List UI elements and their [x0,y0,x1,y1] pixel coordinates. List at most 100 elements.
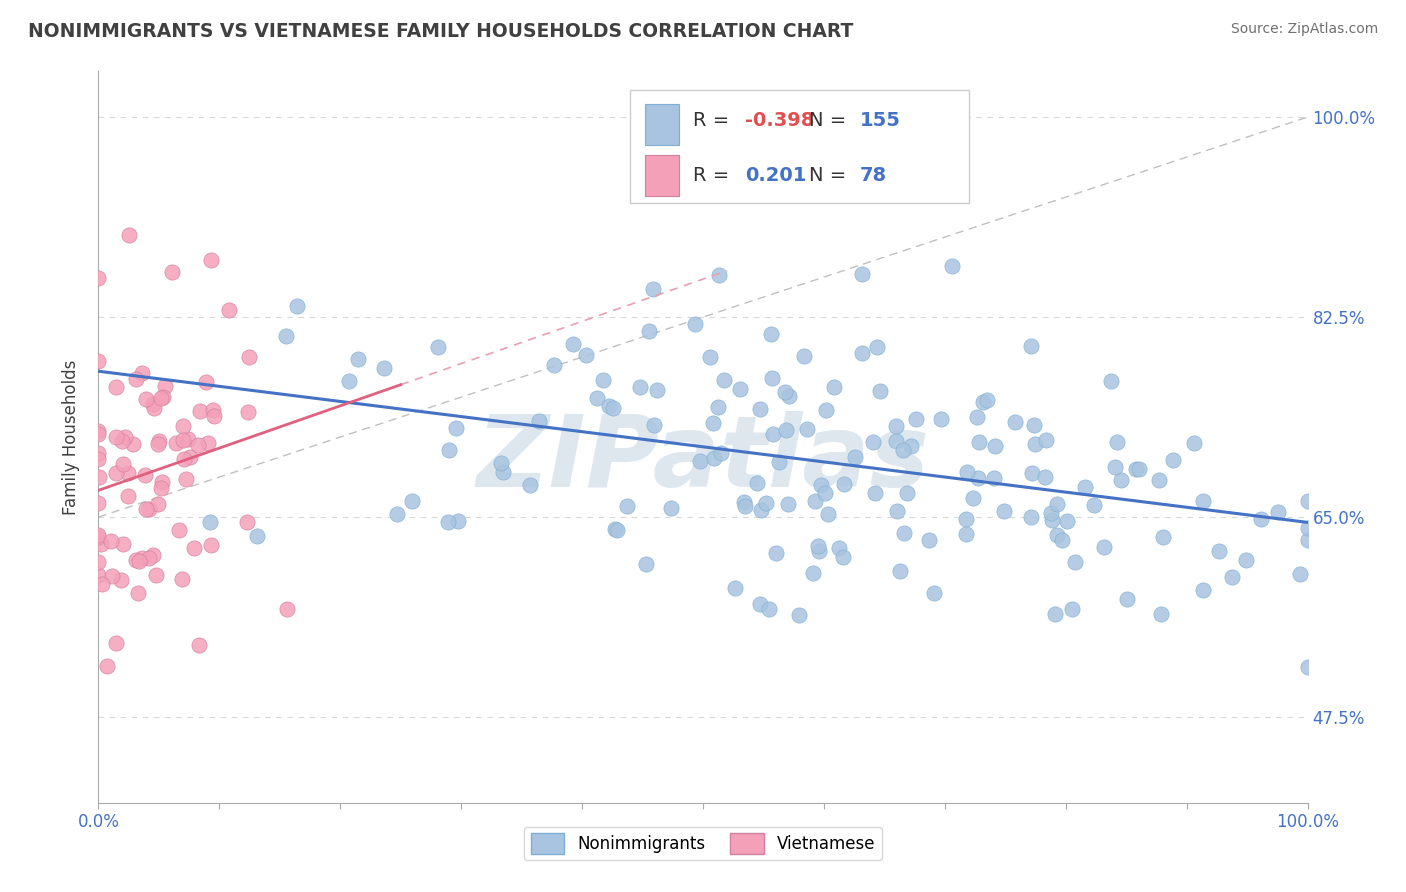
Point [817,507,839,521]
Point [1147,473,1170,487]
Point [87,452,110,467]
Point [789,608,811,623]
Point [111,457,134,471]
Point [1092,540,1115,554]
Point [1191,582,1213,597]
Point [121,436,143,450]
FancyBboxPatch shape [645,104,679,145]
Point [444,421,467,435]
Point [96,659,118,673]
Point [153,378,176,392]
Point [1208,544,1230,558]
Point [751,502,773,516]
Y-axis label: Family Households: Family Households [62,359,80,515]
Point [866,340,889,354]
Point [1019,510,1042,524]
Point [606,523,628,537]
Point [707,268,730,282]
Point [91,577,114,591]
FancyBboxPatch shape [630,90,969,203]
Point [87,271,110,285]
Point [796,422,818,436]
Point [87,446,110,460]
Point [1056,514,1078,528]
Point [1182,435,1205,450]
Text: ZIPatlas: ZIPatlas [477,410,929,508]
Point [87,528,110,542]
Point [1099,374,1122,388]
Point [1161,453,1184,467]
Point [1152,530,1174,544]
Point [844,450,866,465]
Point [1046,497,1069,511]
Point [179,450,201,464]
Text: Source: ZipAtlas.com: Source: ZipAtlas.com [1230,22,1378,37]
Point [87,568,110,582]
Point [138,551,160,566]
Point [863,486,886,500]
Point [195,375,218,389]
Point [89,470,111,484]
Point [967,470,990,484]
Point [87,530,110,544]
Point [118,228,141,243]
Point [101,569,124,583]
Point [87,426,110,441]
Point [1116,592,1139,607]
Point [173,452,195,467]
Point [90,537,112,551]
Text: R =: R = [693,167,735,186]
Point [759,326,782,341]
Point [337,374,360,388]
Point [683,317,706,331]
Point [637,324,659,338]
Point [114,430,136,444]
Point [437,442,460,457]
Point [761,371,783,385]
Point [1105,434,1128,449]
Point [124,553,146,567]
Point [900,439,922,453]
Point [699,350,721,364]
Point [146,437,169,451]
Point [218,303,240,318]
Point [801,566,824,580]
Point [200,538,222,552]
Point [1125,462,1147,476]
Point [984,439,1007,453]
Point [602,401,624,415]
Point [170,572,193,586]
Point [976,392,998,407]
Point [689,453,711,467]
Point [519,478,541,492]
Text: 78: 78 [860,167,887,186]
Point [1250,512,1272,526]
Point [810,478,832,492]
Point [966,409,988,424]
Point [1035,434,1057,448]
Point [956,465,979,479]
Point [823,380,845,394]
Point [1109,473,1132,487]
Point [1033,469,1056,483]
Point [765,546,787,560]
Point [165,436,187,450]
Point [246,528,269,542]
Point [1104,460,1126,475]
Point [814,485,837,500]
Point [733,494,755,508]
Point [815,403,838,417]
Point [127,586,149,600]
Point [869,384,891,398]
Point [1043,607,1066,622]
Point [891,442,914,457]
Point [385,507,408,521]
Point [706,400,728,414]
Point [285,299,308,313]
Point [724,582,747,596]
Point [775,423,797,437]
Point [889,564,911,578]
Point [276,602,298,616]
Point [188,404,211,418]
Point [110,574,132,588]
